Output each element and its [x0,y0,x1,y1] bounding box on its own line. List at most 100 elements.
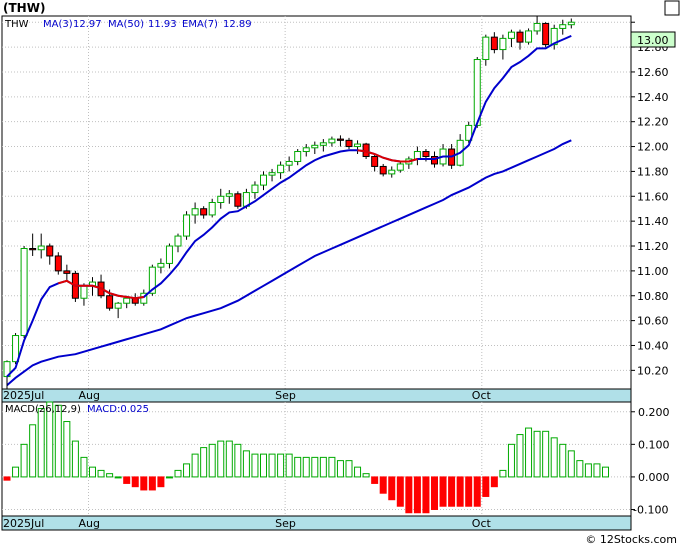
macd-bar-positive [217,440,225,478]
candle-body [431,155,438,165]
candle-body [533,22,541,32]
macd-bar-positive [46,401,54,478]
candle-body [542,22,550,46]
macd-bar-positive [584,463,592,478]
macd-bar-positive [533,430,541,478]
candle-up [396,161,404,173]
candle-down [336,135,344,147]
macd-bar-positive [285,453,293,478]
candle-body [567,21,575,26]
macd-bar-positive [302,456,310,478]
price-legend: THW MA(3) 12.97 MA(50) 11.93 EMA(7) 12.8… [4,19,252,30]
macd-bar-positive [516,434,524,478]
candle-body [234,193,242,207]
ema7-line-layer [6,34,572,378]
candle-up [114,301,122,319]
candle-body [20,248,28,337]
macd-month-gridlines [88,402,483,516]
macd-bar-negative [413,476,421,514]
candle-body [516,31,524,43]
macd-bar-positive [362,473,370,478]
candle-up [217,188,225,209]
month-gridlines [88,16,483,389]
candle-up [302,144,310,157]
macd-bar-positive [559,443,567,478]
candle-up [550,24,558,50]
macd-bar-negative [431,476,438,510]
candle-up [37,233,45,259]
macd-bar-positive [328,456,336,478]
candle-body [294,151,302,162]
candle-up [285,156,293,172]
candle-up [567,18,575,29]
ema7-highlight-segment [357,149,418,163]
candle-up [277,161,285,179]
macd-bar-positive [242,450,250,478]
macd-bar-positive [311,456,319,478]
candle-body [114,302,122,309]
candle-body [165,245,173,264]
candle-up [465,121,473,143]
candle-body [277,164,285,174]
macd-bar-negative [465,476,473,507]
candle-down [490,32,498,54]
x-axis-label-bottom: Aug [79,517,100,530]
macd-bar-positive [54,404,62,478]
macd-bar-positive [499,469,507,478]
candle-body [465,124,473,141]
watermark: © 12Stocks.com [585,533,677,546]
candle-up [208,198,216,218]
candle-body [183,214,191,237]
macd-bar-positive [294,456,302,478]
macd-bar-positive [567,450,575,478]
price-tick-label: 10.60 [637,315,669,328]
price-tick-label: 11.60 [637,190,669,203]
candle-body [260,174,267,186]
price-tick-label: 11.20 [637,240,669,253]
candle-down [345,137,353,150]
candle-body [354,143,362,148]
macd-bar-positive [200,447,208,478]
candle-body [268,172,276,176]
candle-up [191,202,199,224]
macd-bar-positive [225,440,233,478]
candle-body [422,151,430,157]
candle-down [29,233,37,256]
candle-up [559,19,567,35]
candle-up [260,171,267,191]
candle-body [191,208,199,216]
candle-body [388,169,396,175]
ma50-line-layer [6,139,572,387]
candle-up [533,16,541,35]
x-axis-labels-top: 2025Jul Aug Sep Oct [3,389,492,402]
price-tick-label: 12.00 [637,141,669,154]
candle-body [345,139,353,148]
macd-tick-label: 0.100 [638,438,670,451]
candle-up [251,181,259,199]
macd-bar-positive [542,430,550,478]
window-control-icon[interactable] [664,0,680,16]
candle-down [200,206,208,219]
candle-up [174,233,182,253]
price-tick-label: 10.40 [637,339,669,352]
macd-bar-positive [89,466,96,478]
price-panel [1,15,632,390]
candle-body [157,262,165,268]
last-price-badge [630,31,676,48]
last-price-label: 13.00 [637,34,669,47]
candle-body [106,295,114,309]
candle-body [490,36,498,51]
macd-bar-positive [165,476,173,479]
price-tick-label: 12.20 [637,116,669,129]
macd-bar-negative [123,476,131,484]
macd-bar-positive [550,437,558,478]
macd-bar-negative [140,476,148,491]
macd-bar-positive [29,424,37,478]
macd-bar-positive [234,443,242,478]
macd-bar-negative [456,476,464,507]
candle-body [29,248,37,251]
candle-body [37,245,45,251]
candle-up [294,149,302,166]
legend-ema7-label: EMA(7) [182,19,218,30]
candle-body [379,165,387,175]
